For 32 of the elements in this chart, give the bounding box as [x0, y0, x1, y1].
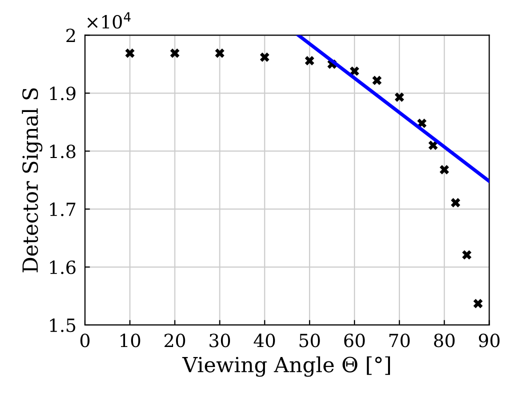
x-tick-label: 30 [210, 334, 230, 348]
y-tick-label: 1.6 [50, 260, 76, 274]
point [260, 52, 270, 62]
x-tick-label: 50 [300, 334, 320, 348]
x-tick-label: 60 [344, 334, 365, 348]
x-tick-label: 90 [478, 334, 500, 348]
point [473, 298, 483, 308]
y-tick-label: 1.7 [50, 202, 76, 216]
y-axis-title: Detector Signal S [22, 88, 42, 272]
point [215, 48, 224, 58]
point [372, 76, 382, 86]
point [462, 250, 472, 260]
y-tick-label: 1.8 [50, 144, 76, 158]
y-tick-label: 1.5 [50, 318, 76, 332]
x-tick-label: 80 [434, 334, 455, 348]
x-tick-label: 40 [254, 334, 275, 348]
point [170, 48, 180, 58]
point [450, 198, 460, 208]
x-tick-label: 0 [80, 334, 90, 348]
x-axis-title: Viewing Angle Θ [°] [182, 356, 390, 377]
x-tick-label: 70 [389, 334, 410, 348]
point [428, 140, 438, 150]
point [394, 92, 404, 102]
y-tick-label: 1.9 [50, 86, 76, 100]
point [125, 48, 135, 58]
point [440, 165, 449, 174]
text: ×10$^{4}$ [87, 12, 131, 29]
x-tick-label: 10 [120, 334, 140, 348]
point [304, 56, 314, 66]
y-tick-label: 2 [66, 28, 75, 42]
point [350, 66, 360, 76]
x-tick-label: 20 [164, 334, 186, 348]
